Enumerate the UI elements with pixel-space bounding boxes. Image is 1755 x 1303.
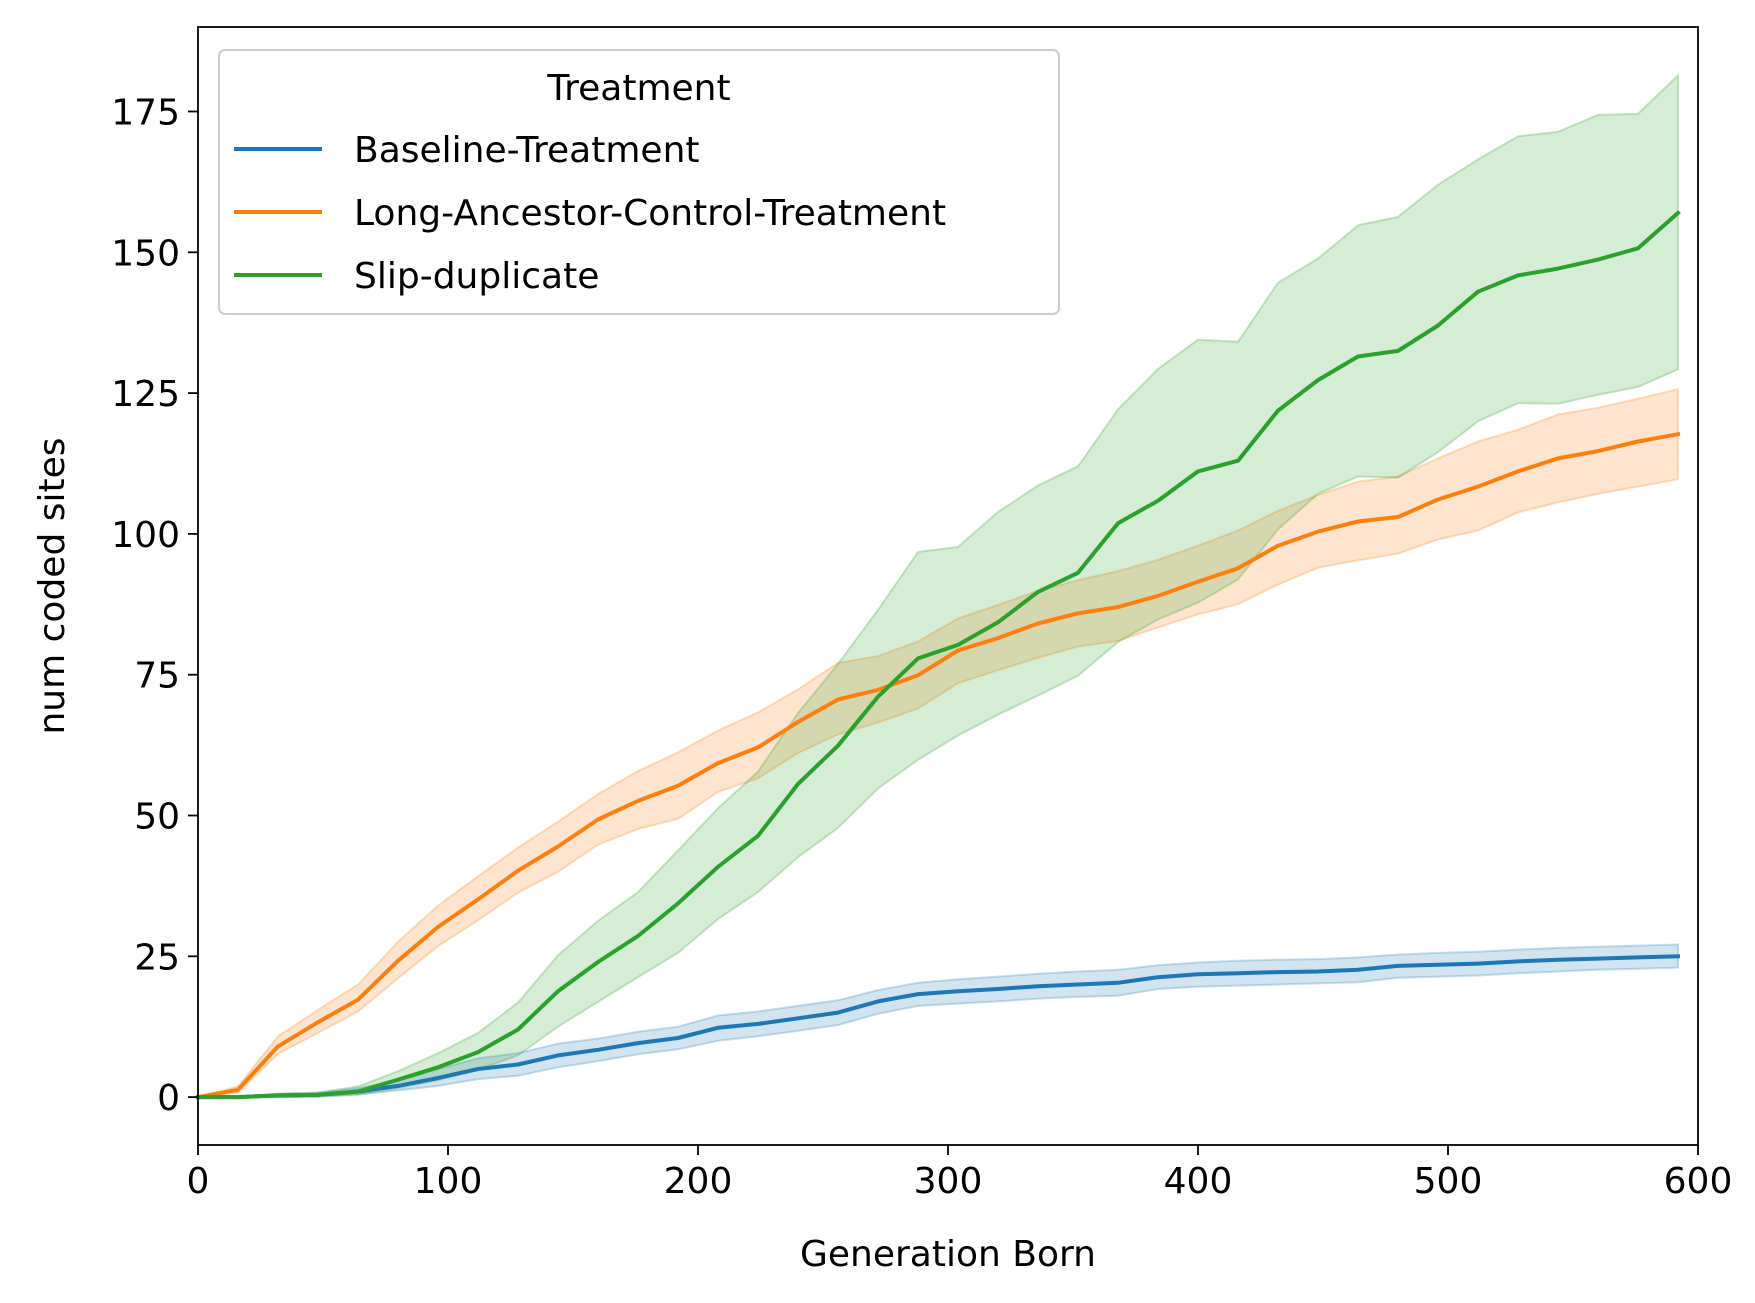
- series-lines: [195, 210, 1681, 1100]
- x-tick-label: 0: [187, 1161, 210, 1202]
- legend-entries: Baseline-Treatment Long-Ancestor-Control-…: [234, 130, 946, 297]
- y-tick-label: 100: [111, 515, 180, 556]
- y-tick-label: 0: [157, 1078, 180, 1119]
- x-tick-label: 500: [1414, 1161, 1483, 1202]
- x-axis-label: Generation Born: [800, 1234, 1096, 1275]
- y-tick-label: 125: [111, 374, 180, 415]
- ci-band-slip-duplicate: [198, 73, 1679, 1099]
- legend-label-baseline-treatment: Baseline-Treatment: [354, 130, 700, 171]
- x-axis-ticks: 0 100 200 300 400 500 600: [187, 1145, 1733, 1202]
- legend-label-slip-duplicate: Slip-duplicate: [354, 256, 599, 297]
- legend-label-long-ancestor-control-treatment: Long-Ancestor-Control-Treatment: [354, 193, 946, 234]
- series-line-slip-duplicate: [196, 210, 1681, 1100]
- y-tick-label: 50: [134, 797, 180, 838]
- x-tick-label: 600: [1664, 1161, 1733, 1202]
- series-line-long-ancestor-control-treatment: [195, 431, 1681, 1100]
- x-tick-label: 400: [1164, 1161, 1233, 1202]
- legend-title: Treatment: [546, 68, 730, 109]
- x-tick-label: 300: [914, 1161, 983, 1202]
- legend-box: [218, 49, 1060, 315]
- y-tick-label: 25: [134, 937, 180, 978]
- y-axis-ticks: 0 25 50 75 100 125 150 175: [111, 92, 198, 1119]
- x-tick-label: 100: [414, 1161, 483, 1202]
- series-line-baseline-treatment: [196, 954, 1681, 1100]
- y-tick-label: 175: [111, 92, 180, 133]
- y-tick-label: 150: [111, 233, 180, 274]
- y-tick-label: 75: [134, 656, 180, 697]
- legend: Treatment Baseline-Treatment Long-Ancesto…: [218, 49, 1060, 315]
- y-axis-label: num coded sites: [32, 437, 73, 734]
- x-tick-label: 200: [664, 1161, 733, 1202]
